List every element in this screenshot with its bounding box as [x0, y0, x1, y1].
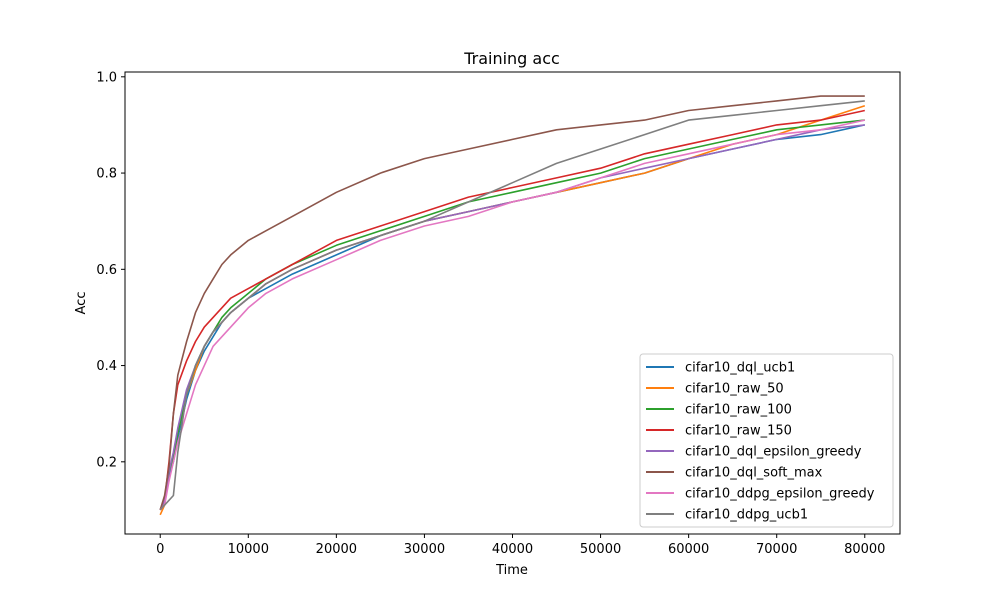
y-axis: 0.2 0.4 0.6 0.8 1.0 — [96, 70, 125, 470]
plot-area — [124, 71, 901, 535]
x-tick-label: 80000 — [844, 542, 885, 557]
y-tick-label: 0.8 — [96, 167, 117, 182]
x-tick-label: 50000 — [580, 542, 621, 557]
series-line-cifar10-ddpg-ucb1 — [159, 100, 865, 511]
y-axis-title: Acc — [74, 292, 89, 315]
legend: cifar10_dql_ucb1 cifar10_raw_50 cifar10_ra… — [639, 353, 894, 528]
x-tick-label: 20000 — [316, 542, 357, 557]
legend-label: cifar10_raw_150 — [685, 424, 792, 439]
legend-label: cifar10_dql_ucb1 — [685, 361, 795, 376]
legend-label: cifar10_dql_soft_max — [685, 466, 823, 481]
y-tick-label: 0.2 — [96, 455, 117, 470]
x-tick-label: 40000 — [492, 542, 533, 557]
series-line-cifar10-dql-soft-max — [159, 95, 865, 511]
x-tick-label: 60000 — [668, 542, 709, 557]
x-tick-label: 0 — [156, 542, 164, 557]
x-axis: 0 10000 20000 30000 40000 50000 60000 70000 8000… — [156, 534, 885, 557]
legend-label: cifar10_dql_epsilon_greedy — [685, 445, 862, 460]
x-axis-title: Time — [495, 563, 528, 578]
x-tick-label: 10000 — [228, 542, 269, 557]
series-line-cifar10-raw-150 — [159, 109, 865, 511]
x-tick-label: 70000 — [756, 542, 797, 557]
legend-label: cifar10_raw_100 — [685, 403, 792, 418]
legend-label: cifar10_ddpg_epsilon_greedy — [685, 487, 875, 502]
chart-title: Training acc — [463, 49, 560, 68]
y-tick-label: 0.4 — [96, 359, 117, 374]
legend-box — [639, 353, 894, 528]
legend-label: cifar10_ddpg_ucb1 — [685, 508, 808, 523]
legend-label: cifar10_raw_50 — [685, 382, 784, 397]
y-tick-label: 0.6 — [96, 263, 117, 278]
y-tick-label: 1.0 — [96, 70, 117, 85]
x-tick-label: 30000 — [404, 542, 445, 557]
series-layer — [159, 95, 866, 516]
